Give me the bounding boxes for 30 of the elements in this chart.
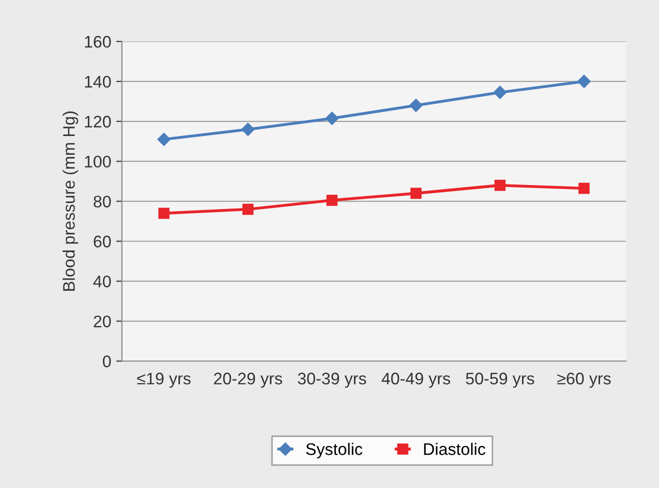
- y-tick-label: 60: [94, 236, 111, 248]
- y-axis-title: Blood pressure (mm Hg): [62, 112, 78, 291]
- point: [157, 132, 171, 146]
- y-tick-label: 160: [84, 36, 111, 48]
- legend-label: Systolic: [306, 442, 362, 458]
- point: [241, 122, 255, 136]
- x-tick-label: 20-29 yrs: [214, 372, 282, 388]
- y-tick-label: 20: [94, 316, 111, 328]
- y-tick-label: 80: [94, 196, 111, 208]
- y-tick-label: 40: [93, 276, 111, 288]
- y-tick-label: 100: [84, 156, 111, 168]
- x-tick-label: ≤19 yrs: [137, 372, 191, 388]
- point: [158, 208, 170, 219]
- x-tick-label: 40-49 yrs: [382, 372, 450, 388]
- point: [242, 204, 254, 215]
- point: [494, 180, 506, 191]
- y-tick-label: 0: [102, 356, 111, 368]
- point: [577, 74, 591, 88]
- point: [325, 112, 339, 125]
- legend-label: Diastolic: [424, 442, 486, 456]
- y-tick-label: 140: [84, 76, 111, 88]
- point: [326, 194, 338, 206]
- x-tick-label: 50-59 yrs: [466, 372, 534, 388]
- point: [578, 182, 590, 194]
- x-tick-label: ≥60 yrs: [557, 372, 611, 388]
- point: [409, 98, 423, 112]
- y-tick-label: 120: [84, 116, 111, 128]
- point: [410, 188, 422, 199]
- point: [493, 86, 507, 100]
- x-tick-label: 30-39 yrs: [298, 372, 366, 388]
